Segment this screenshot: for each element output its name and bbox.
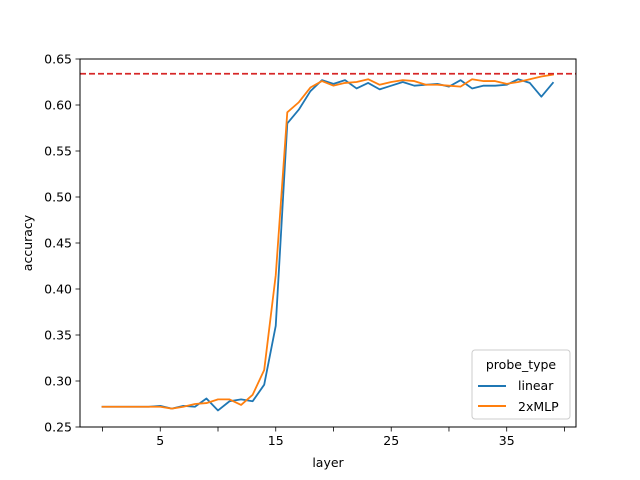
y-tick-label: 0.40 <box>44 282 72 297</box>
y-axis-ticks: 0.25 0.30 0.35 0.40 0.45 0.50 0.55 0.60 0.65 <box>44 52 80 435</box>
series-line-2xmlp <box>101 73 554 410</box>
x-tick-label: 5 <box>156 433 164 448</box>
y-tick-label: 0.60 <box>44 98 72 113</box>
legend: probe_type linear 2xMLP <box>471 349 571 420</box>
legend-box <box>471 349 571 420</box>
y-tick-label: 0.50 <box>44 190 72 205</box>
x-tick-label: 15 <box>268 433 284 448</box>
y-tick-label: 0.55 <box>44 144 72 159</box>
y-axis-label: accuracy <box>20 214 35 271</box>
x-axis-label: layer <box>312 455 344 470</box>
x-tick-label: 25 <box>383 433 399 448</box>
series-layer <box>101 73 555 412</box>
x-axis-ticks: 5 15 25 35 <box>102 427 565 448</box>
y-tick-label: 0.35 <box>44 328 72 343</box>
legend-label-2xmlp: 2xMLP <box>518 399 559 414</box>
x-tick-label: 35 <box>499 433 515 448</box>
y-tick-label: 0.25 <box>44 420 72 435</box>
legend-label-linear: linear <box>518 378 554 393</box>
y-tick-label: 0.45 <box>44 236 72 251</box>
y-tick-label: 0.65 <box>44 52 72 67</box>
legend-title: probe_type <box>486 357 557 372</box>
y-tick-label: 0.30 <box>44 374 72 389</box>
